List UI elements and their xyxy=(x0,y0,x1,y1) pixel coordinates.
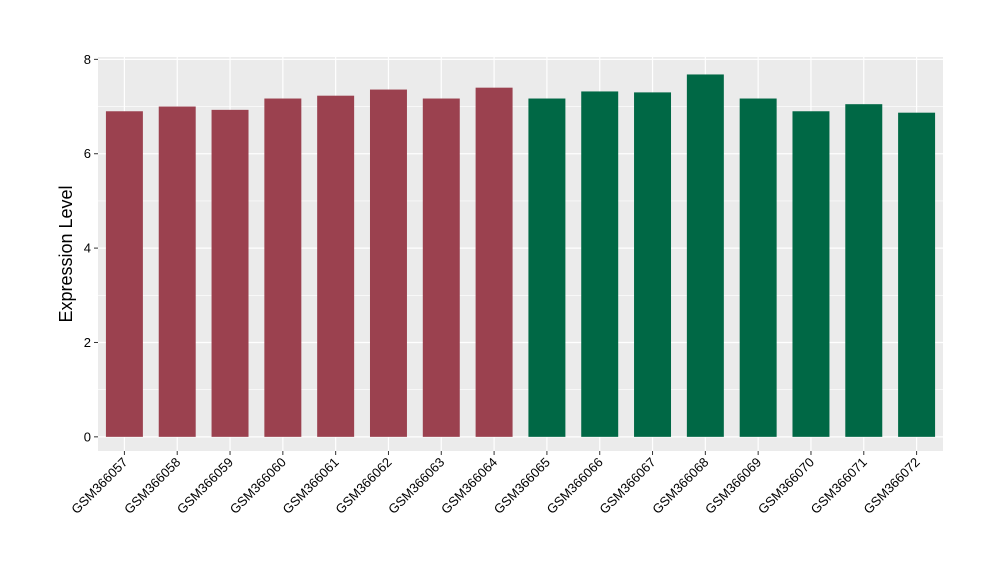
bar-GSM366057 xyxy=(105,111,143,437)
x-axis: GSM366057GSM366058GSM366059GSM366060GSM3… xyxy=(68,451,923,517)
bar-GSM366063 xyxy=(422,98,460,437)
bars xyxy=(105,74,936,437)
bar-GSM366058 xyxy=(158,106,196,437)
bar-GSM366072 xyxy=(898,112,936,437)
bar-GSM366071 xyxy=(845,104,883,437)
y-tick-label: 4 xyxy=(84,241,91,256)
bar-GSM366061 xyxy=(317,95,355,437)
bar-GSM366060 xyxy=(264,98,302,437)
bar-GSM366067 xyxy=(634,92,672,437)
y-tick-label: 6 xyxy=(84,146,91,161)
x-tick-label: GSM366072 xyxy=(860,455,922,517)
bar-GSM366066 xyxy=(581,91,619,437)
bar-GSM366065 xyxy=(528,98,566,437)
y-axis-title: Expression Level xyxy=(56,185,76,322)
bar-GSM366064 xyxy=(475,87,513,437)
bar-GSM366062 xyxy=(369,89,407,437)
bar-GSM366070 xyxy=(792,111,830,437)
y-tick-label: 0 xyxy=(84,429,91,444)
bar-GSM366069 xyxy=(739,98,777,437)
y-axis: 0 2 4 6 8 xyxy=(84,52,98,444)
bar-GSM366059 xyxy=(211,109,249,437)
y-tick-label: 2 xyxy=(84,335,91,350)
y-tick-label: 8 xyxy=(84,52,91,67)
bar-GSM366068 xyxy=(686,74,724,437)
